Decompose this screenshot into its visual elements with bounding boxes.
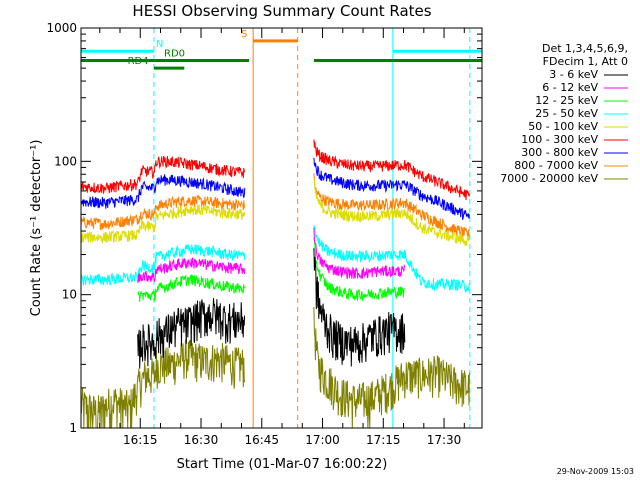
chart-title: HESSI Observing Summary Count Rates xyxy=(132,2,431,20)
series-line xyxy=(313,178,470,246)
series-line xyxy=(137,257,246,284)
series-line xyxy=(313,248,406,367)
y-tick-label: 1000 xyxy=(46,21,77,35)
series-line xyxy=(137,274,246,303)
legend-entry-label: 7000 - 20000 keV xyxy=(500,172,598,185)
y-tick-label: 100 xyxy=(54,154,77,168)
series-line xyxy=(313,225,470,294)
series-layer xyxy=(80,139,470,429)
x-tick-label: 16:45 xyxy=(244,433,279,447)
y-axis-ticks: 1 10 100 1000 xyxy=(46,21,482,435)
series-line xyxy=(137,298,246,369)
flag-n-label: N xyxy=(156,39,163,50)
legend-entry-label: 300 - 800 keV xyxy=(521,146,598,159)
footer-timestamp: 29-Nov-2009 15:03 xyxy=(557,467,634,476)
x-axis-ticks: 16:15 16:30 16:45 17:00 17:15 17:30 xyxy=(99,28,465,447)
x-tick-label: 16:15 xyxy=(123,433,158,447)
series-line xyxy=(313,227,406,280)
legend-entry-label: 50 - 100 keV xyxy=(528,120,598,133)
x-tick-label: 17:30 xyxy=(427,433,462,447)
legend-entry-label: 800 - 7000 keV xyxy=(514,159,598,172)
series-line xyxy=(313,157,470,220)
series-line xyxy=(313,237,405,302)
series-12-25kev xyxy=(137,237,405,303)
legend-entry-label: 12 - 25 keV xyxy=(535,94,598,107)
x-tick-label: 16:30 xyxy=(184,433,219,447)
series-line xyxy=(80,244,246,286)
series-line xyxy=(313,139,470,201)
series-line xyxy=(313,307,470,429)
legend-header-line-1: Det 1,3,4,5,6,9, xyxy=(542,42,628,55)
series-6-12kev xyxy=(137,227,406,284)
legend-header-line-2: FDecim 1, Att 0 xyxy=(543,55,628,68)
legend-entry-label: 6 - 12 keV xyxy=(542,81,598,94)
series-25-50kev xyxy=(80,225,470,294)
y-tick-label: 10 xyxy=(62,288,77,302)
y-axis-label: Count Rate (s⁻¹ detector⁻¹) xyxy=(29,140,44,317)
series-line xyxy=(80,204,246,244)
series-800-7000kev xyxy=(80,173,470,240)
legend: Det 1,3,4,5,6,9, FDecim 1, Att 0 3 - 6 k… xyxy=(500,42,628,185)
legend-entry-label: 25 - 50 keV xyxy=(535,107,598,120)
series-line xyxy=(80,174,246,209)
series-300-800kev xyxy=(80,157,470,220)
series-line xyxy=(80,195,246,231)
x-axis-label: Start Time (01-Mar-07 16:00:22) xyxy=(177,457,388,472)
series-100-300kev xyxy=(80,139,470,201)
series-3-6kev xyxy=(137,248,406,369)
legend-entry-label: 100 - 300 keV xyxy=(521,133,598,146)
x-tick-label: 17:00 xyxy=(305,433,340,447)
flag-rd4-label: RD4 xyxy=(128,56,149,67)
y-tick-label: 1 xyxy=(69,421,77,435)
x-tick-label: 17:15 xyxy=(366,433,401,447)
plot-frame xyxy=(80,27,483,429)
series-line xyxy=(80,338,246,429)
series-line xyxy=(80,155,246,194)
legend-entry-label: 3 - 6 keV xyxy=(549,68,598,81)
series-50-100kev xyxy=(80,178,470,246)
series-7000-20000kev xyxy=(80,307,470,429)
series-line xyxy=(313,173,470,240)
flag-rd0-label: RD0 xyxy=(164,49,185,60)
flag-s-label: S xyxy=(241,29,247,40)
